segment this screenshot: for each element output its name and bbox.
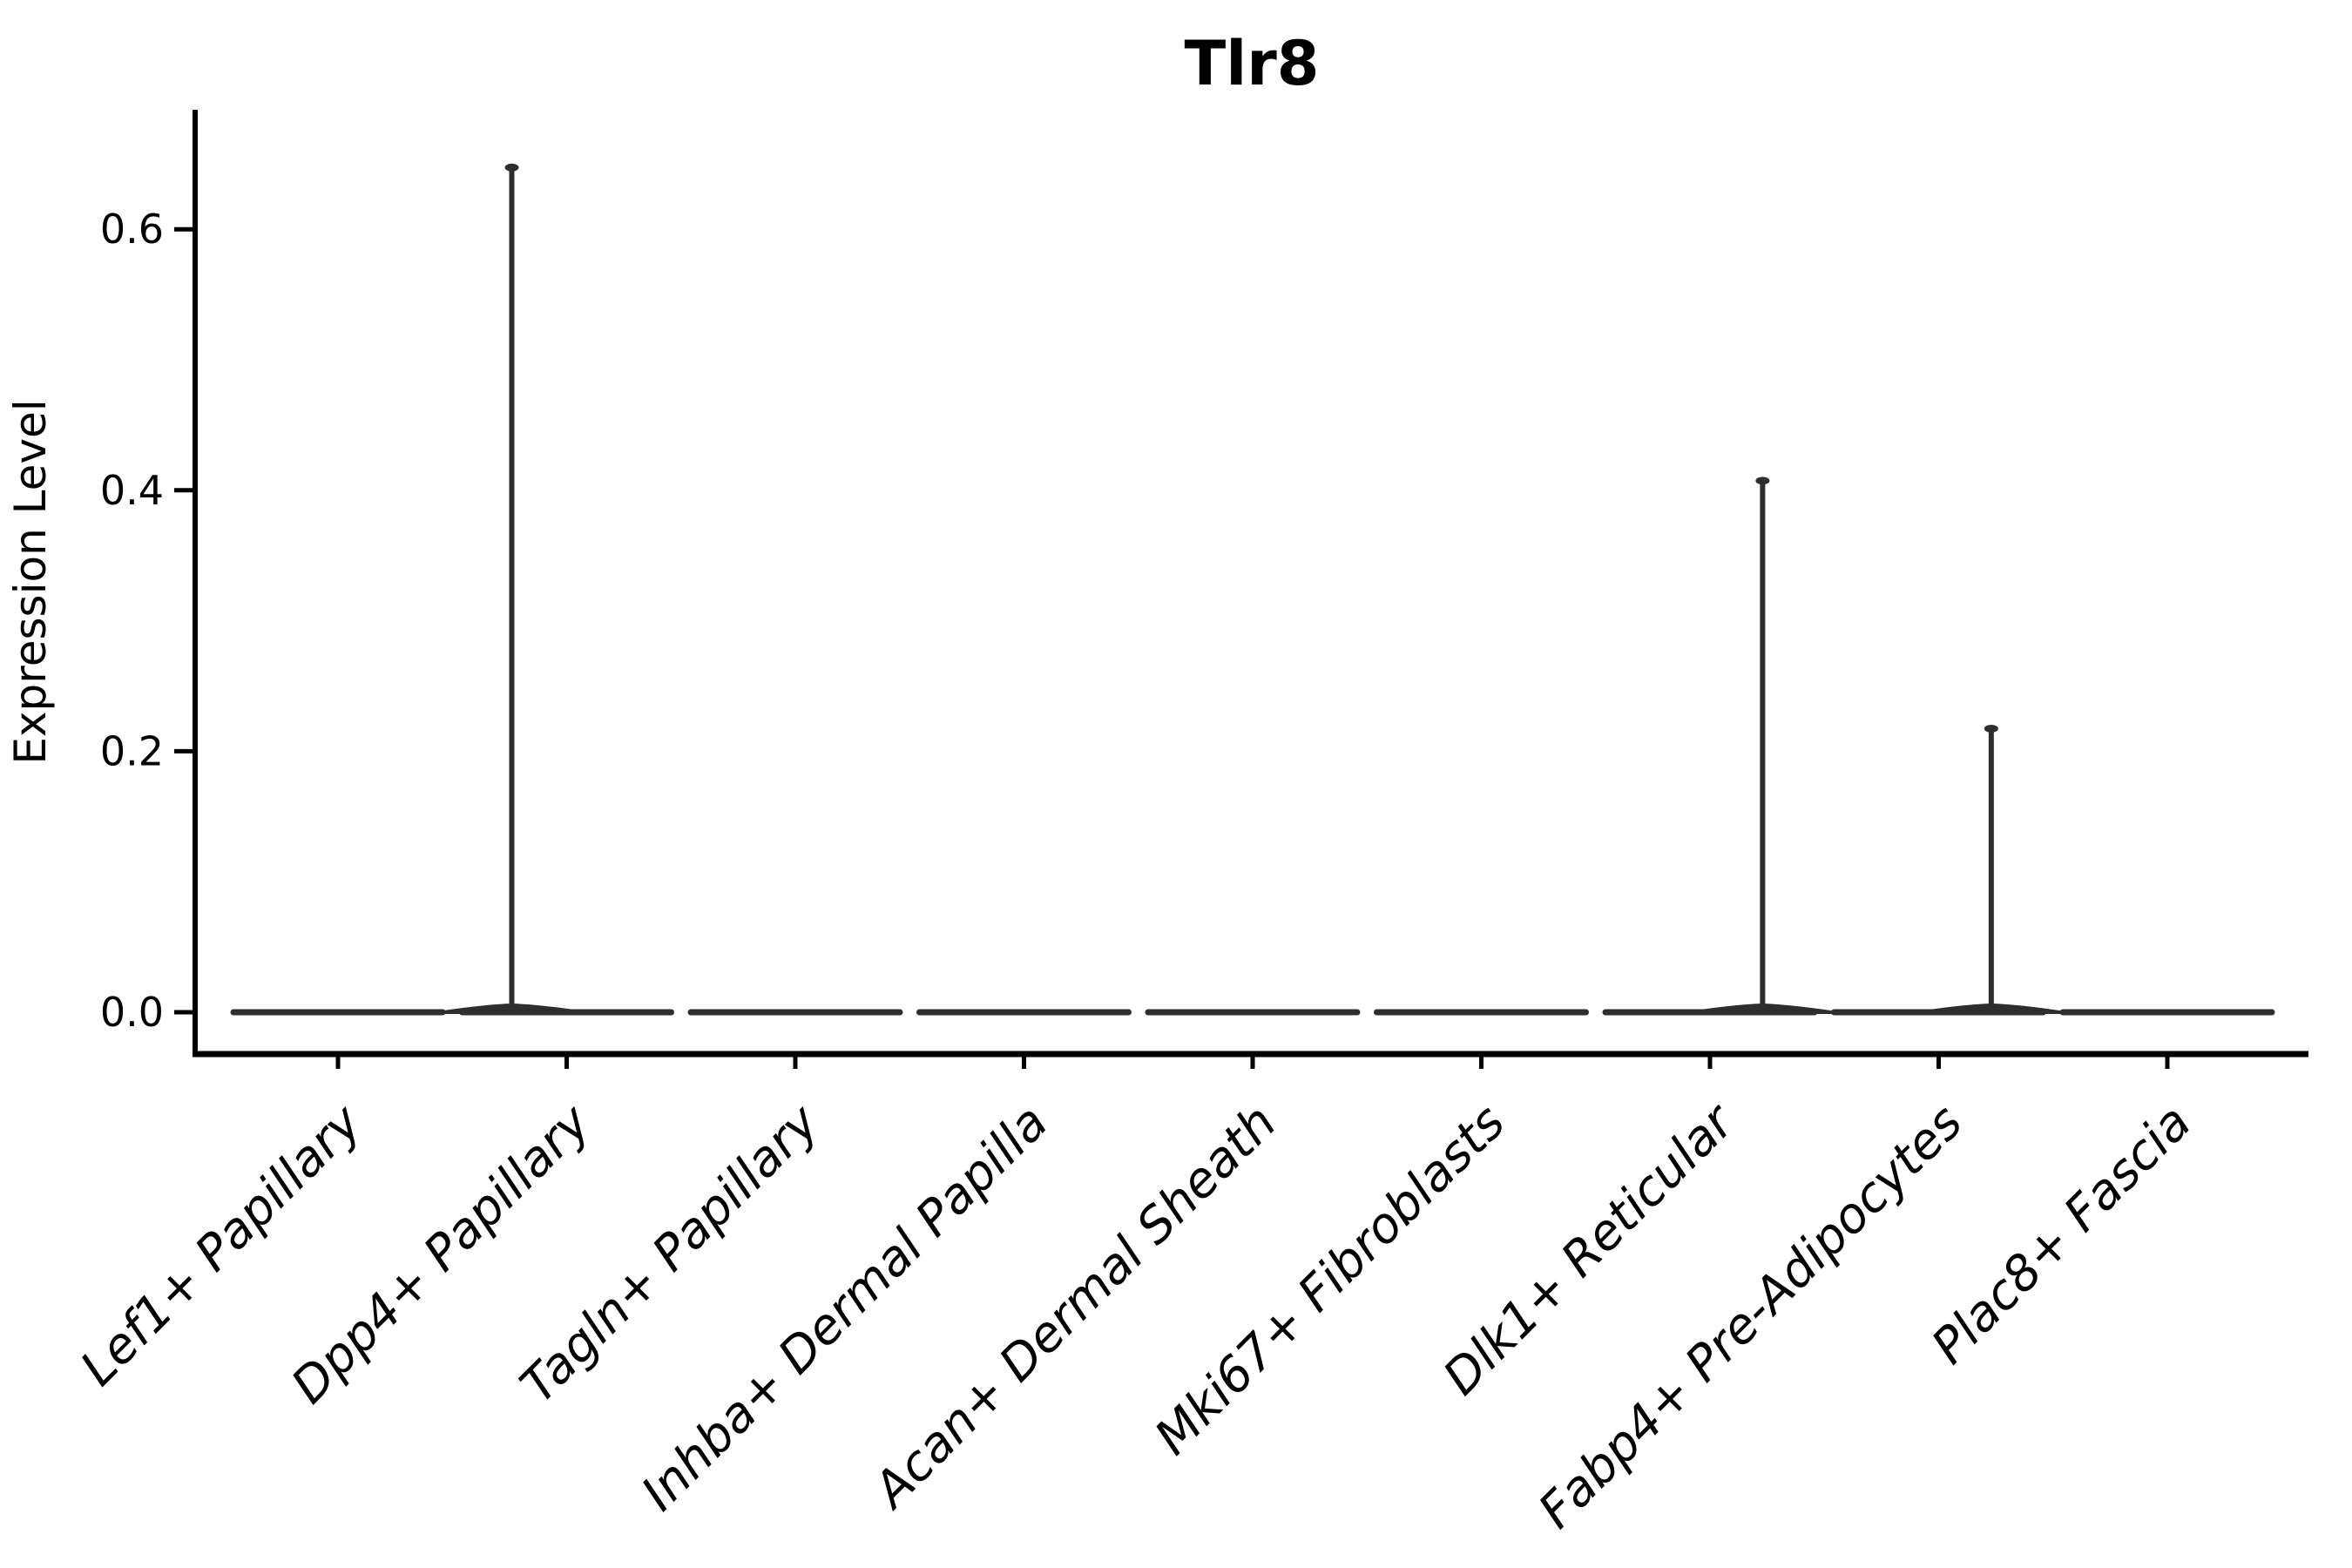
x-tick-label: Inhba+ Dermal Papilla <box>631 1094 1058 1522</box>
violin-spike-tip <box>1984 724 1998 733</box>
y-tick-label: 0.2 <box>100 727 164 774</box>
x-tick-label: Fabp4+ Pre-Adipocytes <box>1528 1094 1973 1539</box>
y-axis: 0.0 0.2 0.4 0.6 <box>100 206 195 1036</box>
y-tick-label: 0.0 <box>100 989 164 1036</box>
y-tick-label: 0.6 <box>100 206 164 253</box>
violins <box>230 163 2275 1016</box>
violin-spike-tip <box>504 163 519 172</box>
y-tick-label: 0.4 <box>100 467 164 514</box>
plot-title: Tlr8 <box>1185 28 1320 99</box>
y-axis-label: Expression Level <box>5 399 56 764</box>
x-tick-label: Acan+ Dermal Sheath <box>862 1094 1288 1520</box>
violin-spike-tip <box>1755 476 1770 485</box>
